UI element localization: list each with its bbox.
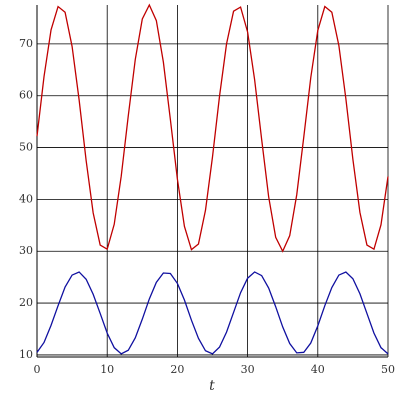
x-tick-label: 0: [34, 363, 41, 376]
x-tick-label: 20: [170, 363, 184, 376]
x-axis-label: t: [209, 378, 215, 394]
y-tick-label: 10: [19, 348, 33, 361]
series-line: [36, 271, 389, 355]
y-tick-label: 50: [19, 141, 33, 154]
y-tick-label: 60: [19, 89, 33, 102]
x-tick-label: 10: [100, 363, 114, 376]
series-line: [36, 3, 389, 253]
y-tick-label: 40: [19, 192, 33, 205]
y-tick-label: 30: [19, 244, 33, 257]
x-tick-label: 30: [241, 363, 255, 376]
x-tick-label: 40: [311, 363, 325, 376]
y-tick-label: 20: [19, 296, 33, 309]
y-tick-label: 70: [19, 37, 33, 50]
x-tick-label: 50: [381, 363, 395, 376]
